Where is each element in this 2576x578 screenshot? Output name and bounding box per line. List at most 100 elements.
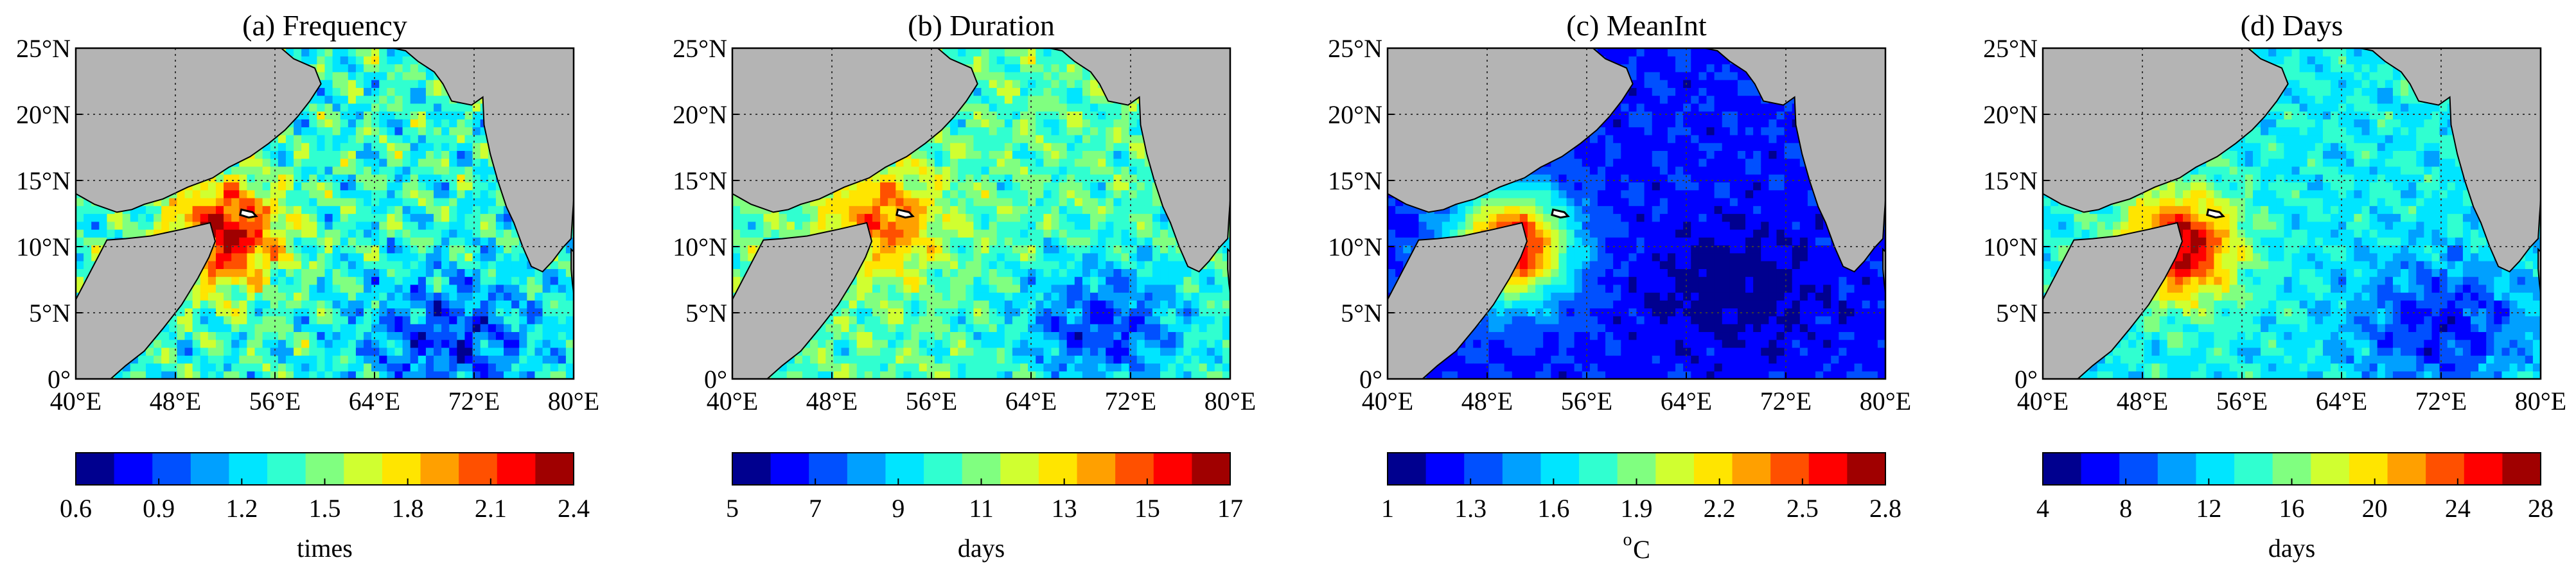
heatmap-cell <box>966 245 974 254</box>
heatmap-cell <box>527 331 536 340</box>
heatmap-cell <box>981 158 990 167</box>
heatmap-cell <box>402 134 411 143</box>
heatmap-cell <box>1113 150 1122 159</box>
heatmap-cell <box>1129 292 1138 301</box>
heatmap-cell <box>441 134 450 143</box>
heatmap-cell <box>1004 363 1013 372</box>
lon-tick-label: 56°E <box>249 387 301 416</box>
heatmap-cell <box>480 174 489 183</box>
heatmap-cell <box>169 363 178 372</box>
heatmap-cell <box>262 284 271 293</box>
heatmap-cell <box>348 268 357 277</box>
heatmap-cell <box>1004 331 1013 340</box>
heatmap-cell <box>973 261 982 269</box>
heatmap-cell <box>285 284 294 293</box>
heatmap-cell <box>441 268 450 277</box>
heatmap-cell <box>1004 56 1013 65</box>
heatmap-cell <box>1129 300 1138 309</box>
heatmap-cell <box>550 315 559 324</box>
heatmap-cell <box>364 315 372 324</box>
heatmap-cell <box>903 292 912 301</box>
heatmap-cell <box>441 127 450 136</box>
heatmap-cell <box>1144 331 1153 340</box>
heatmap-cell <box>1082 87 1091 96</box>
heatmap-cell <box>1012 95 1021 104</box>
heatmap-cell <box>449 245 457 254</box>
heatmap-cell <box>1059 261 1068 269</box>
heatmap-cell <box>973 103 982 112</box>
heatmap-cell <box>285 363 294 372</box>
heatmap-cell <box>1012 158 1021 167</box>
heatmap-cell <box>488 174 497 183</box>
heatmap-cell <box>958 363 966 372</box>
heatmap-cell <box>1082 363 1091 372</box>
heatmap-cell <box>472 143 481 151</box>
heatmap-cell <box>418 284 427 293</box>
heatmap-cell <box>1051 87 1060 96</box>
heatmap-cell <box>207 292 216 301</box>
heatmap-cell <box>1004 127 1013 136</box>
heatmap-cell <box>402 71 411 80</box>
heatmap-cell <box>441 221 450 230</box>
heatmap-cell <box>1020 363 1028 372</box>
heatmap-cell <box>177 206 186 215</box>
heatmap-cell <box>919 189 928 198</box>
heatmap-cell <box>981 197 990 206</box>
heatmap-cell <box>1098 355 1106 364</box>
heatmap-cell <box>981 174 990 183</box>
heatmap-cell <box>1020 245 1028 254</box>
heatmap-cell <box>740 213 748 222</box>
heatmap-cell <box>1136 339 1145 348</box>
heatmap-cell <box>942 292 951 301</box>
heatmap-cell <box>324 56 333 65</box>
heatmap-cell <box>1028 371 1036 379</box>
heatmap-cell <box>495 284 504 293</box>
heatmap-cell <box>239 284 248 293</box>
heatmap-cell <box>355 300 364 309</box>
heatmap-cell <box>1121 276 1130 285</box>
heatmap-cell <box>402 284 411 293</box>
heatmap-cell <box>989 292 998 301</box>
heatmap-cell <box>278 150 287 159</box>
heatmap-cell <box>262 221 271 230</box>
heatmap-cell <box>1059 134 1068 143</box>
heatmap-cell <box>231 221 240 230</box>
heatmap-cell <box>973 331 982 340</box>
heatmap-cell <box>270 268 279 277</box>
heatmap-cell <box>449 150 457 159</box>
heatmap-cell <box>981 252 990 261</box>
heatmap-cell <box>200 284 209 293</box>
heatmap-cell <box>262 261 271 269</box>
heatmap-cell <box>794 229 803 238</box>
heatmap-cell <box>355 252 364 261</box>
heatmap-cell <box>348 111 357 119</box>
heatmap-cell <box>1129 315 1138 324</box>
heatmap-cell <box>880 284 888 293</box>
heatmap-cell <box>145 363 154 372</box>
heatmap-cell <box>309 48 317 57</box>
heatmap-cell <box>841 300 850 309</box>
heatmap-cell <box>919 308 928 317</box>
heatmap-cell <box>1051 276 1060 285</box>
heatmap-cell <box>1121 174 1130 183</box>
heatmap-cell <box>192 206 201 215</box>
heatmap-cell <box>387 268 396 277</box>
heatmap-cell <box>996 197 1005 206</box>
heatmap-cell <box>934 315 943 324</box>
heatmap-cell <box>740 245 748 254</box>
heatmap-cell <box>1066 308 1075 317</box>
heatmap-cell <box>441 213 450 222</box>
heatmap-cell <box>355 197 364 206</box>
heatmap-cell <box>1090 158 1098 167</box>
heatmap-cell <box>880 213 888 222</box>
heatmap-cell <box>926 355 935 364</box>
heatmap-cell <box>207 284 216 293</box>
heatmap-cell <box>1028 363 1036 372</box>
heatmap-cell <box>732 221 741 230</box>
heatmap-cell <box>519 300 527 309</box>
heatmap-cell <box>550 268 559 277</box>
heatmap-cell <box>1106 166 1114 175</box>
heatmap-cell <box>911 300 920 309</box>
heatmap-cell <box>340 80 349 88</box>
heatmap-cell <box>254 339 263 348</box>
